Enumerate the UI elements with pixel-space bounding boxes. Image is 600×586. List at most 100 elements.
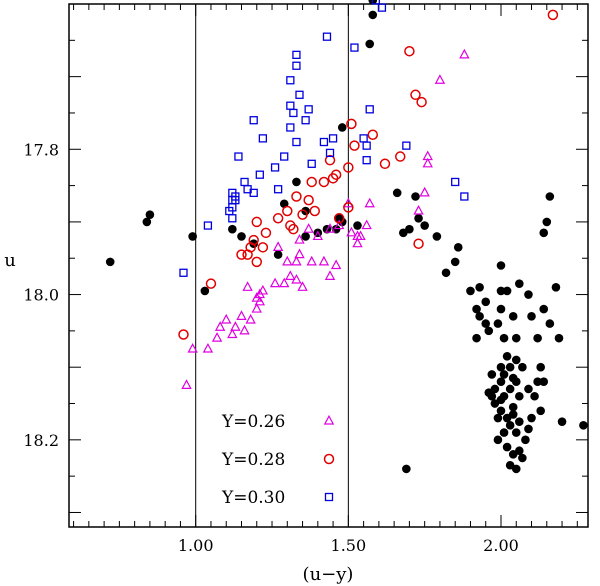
data-point: [502, 351, 512, 361]
data-point: [319, 137, 329, 147]
x-axis-title: (u−y): [303, 564, 354, 585]
data-point: [545, 319, 555, 328]
data-point: [306, 176, 317, 188]
data-point: [231, 195, 240, 205]
data-point: [379, 158, 391, 170]
data-point: [312, 230, 324, 241]
axis-ticks: [69, 3, 588, 527]
data-point: [251, 216, 263, 228]
legend-entry: Y=0.26: [221, 412, 335, 432]
data-point: [295, 90, 304, 99]
data-point: [496, 406, 506, 416]
data-point: [547, 9, 559, 21]
data-point: [279, 277, 290, 288]
data-point: [337, 123, 347, 132]
data-point: [419, 186, 430, 197]
data-point: [325, 148, 335, 158]
x-tick-label: 1.00: [178, 536, 214, 555]
data-point: [324, 154, 336, 166]
data-point: [249, 116, 258, 125]
x-tick-label: 1.50: [331, 536, 367, 555]
data-point: [527, 413, 536, 423]
data-point: [282, 255, 293, 266]
data-point: [234, 152, 243, 161]
data-point: [205, 278, 217, 289]
data-point: [411, 192, 420, 201]
data-point: [508, 410, 518, 419]
data-point: [291, 255, 302, 266]
data-point: [524, 290, 533, 299]
data-point: [350, 43, 359, 52]
data-point: [280, 152, 289, 161]
data-point: [364, 197, 375, 208]
data-point: [258, 134, 268, 143]
data-point: [328, 134, 338, 143]
data-point: [487, 370, 497, 379]
data-point: [294, 248, 305, 259]
data-point: [413, 204, 424, 215]
data-point: [291, 273, 302, 284]
series-y-0-28: [178, 9, 559, 340]
legend: Y=0.26 Y=0.28 Y=0.30: [221, 412, 335, 508]
data-point: [484, 326, 494, 336]
data-point: [557, 417, 567, 426]
data-point: [515, 446, 524, 456]
data-point: [362, 141, 371, 150]
data-point: [142, 217, 152, 227]
series-y-0-26: [181, 48, 470, 389]
data-point: [203, 221, 213, 230]
reference-lines: [195, 4, 349, 527]
data-point: [272, 241, 284, 251]
data-point: [530, 391, 539, 401]
data-point: [289, 108, 298, 118]
data-point: [297, 209, 308, 220]
legend-label: Y=0.30: [221, 488, 285, 508]
data-point: [365, 105, 374, 114]
data-point: [292, 137, 301, 147]
y-axis-title: u: [4, 250, 16, 271]
data-point: [490, 384, 500, 394]
data-point: [420, 221, 429, 230]
data-point: [330, 169, 342, 180]
data-point: [453, 243, 463, 252]
data-point: [105, 257, 115, 267]
data-point: [221, 313, 232, 324]
data-point: [318, 176, 330, 188]
data-point: [333, 213, 345, 224]
data-point: [536, 362, 545, 372]
data-point: [466, 286, 475, 296]
data-point: [539, 228, 549, 238]
data-point: [505, 384, 515, 394]
data-point: [322, 32, 332, 41]
data-point: [255, 170, 264, 179]
data-point: [502, 442, 512, 452]
series-y-0-30: [179, 0, 469, 277]
data-point: [318, 255, 330, 266]
data-point: [307, 159, 316, 168]
data-point: [306, 255, 317, 266]
data-point: [285, 270, 296, 280]
data-point: [451, 177, 460, 187]
data-point: [472, 333, 481, 343]
data-point: [301, 116, 310, 125]
data-point: [505, 421, 515, 430]
data-point: [353, 221, 362, 230]
data-point: [505, 460, 515, 470]
legend-marker: [323, 453, 335, 465]
data-point: [422, 157, 433, 168]
data-point: [145, 210, 155, 219]
data-point: [228, 224, 237, 234]
data-point: [394, 151, 406, 162]
legend-label: Y=0.28: [221, 450, 285, 470]
data-point: [248, 234, 259, 246]
data-point: [239, 324, 250, 335]
data-point: [413, 238, 424, 249]
data-point: [527, 312, 536, 321]
data-point: [292, 50, 301, 59]
data-point: [272, 213, 284, 224]
data-point: [270, 163, 280, 172]
data-point: [324, 223, 336, 233]
data-point: [273, 250, 283, 259]
data-point: [292, 61, 301, 70]
data-point: [410, 89, 421, 101]
